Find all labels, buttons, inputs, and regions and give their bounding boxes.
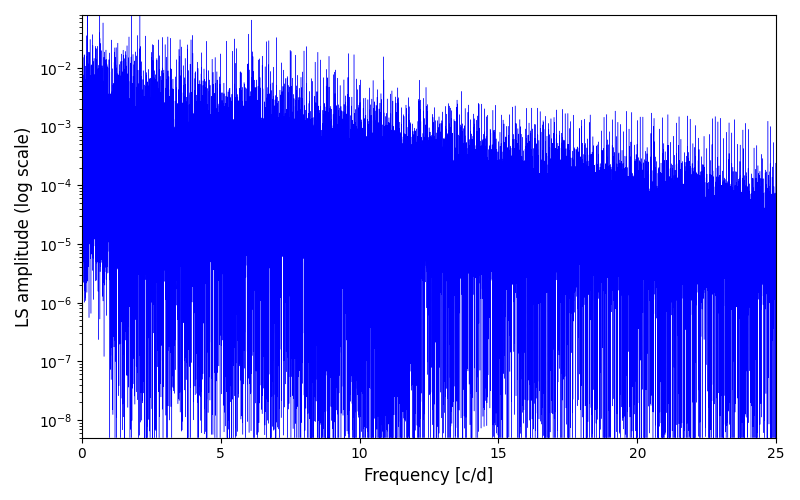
Y-axis label: LS amplitude (log scale): LS amplitude (log scale) bbox=[15, 126, 33, 326]
X-axis label: Frequency [c/d]: Frequency [c/d] bbox=[364, 467, 494, 485]
